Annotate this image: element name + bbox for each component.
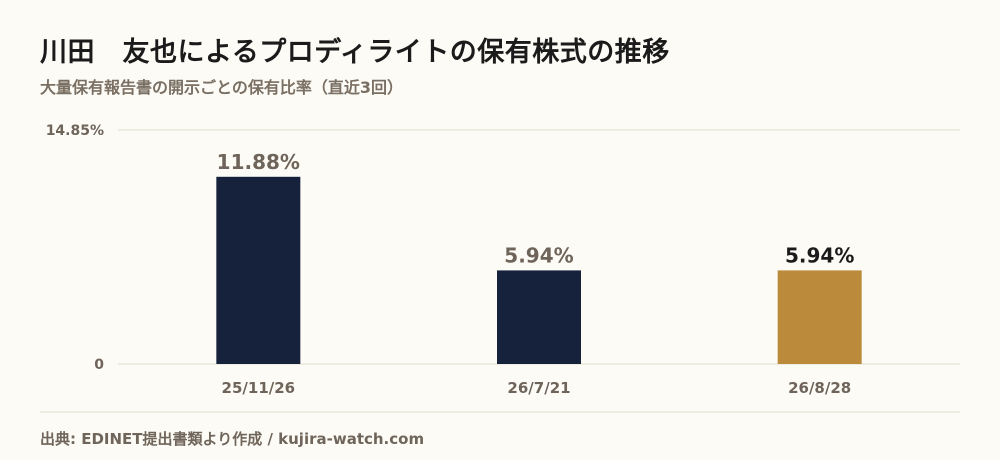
bar-value-label: 11.88% — [217, 150, 300, 174]
bar-value-labels: 11.88% 5.94% 5.94% — [217, 150, 855, 268]
chart-subtitle: 大量保有報告書の開示ごとの保有比率（直近3回） — [40, 78, 403, 97]
x-tick-label: 25/11/26 — [222, 379, 296, 397]
chart-title: 川田 友也によるプロディライトの保有株式の推移 — [40, 37, 670, 68]
y-tick-label: 0 — [94, 357, 104, 373]
bars — [216, 176, 862, 364]
bar-value-label: 5.94% — [504, 243, 573, 267]
y-tick-labels: 0 14.85% — [46, 123, 105, 373]
source-note: 出典: EDINET提出書類より作成 / kujira-watch.com — [40, 430, 425, 448]
bar-3 — [777, 270, 862, 364]
x-tick-label: 26/8/28 — [788, 379, 851, 397]
x-tick-label: 26/7/21 — [507, 379, 570, 397]
bar-value-label: 5.94% — [785, 243, 854, 267]
bar-1 — [216, 176, 301, 364]
bar-2 — [497, 270, 581, 364]
x-tick-labels: 25/11/26 26/7/21 26/8/28 — [222, 379, 852, 397]
y-tick-label: 14.85% — [46, 123, 104, 139]
